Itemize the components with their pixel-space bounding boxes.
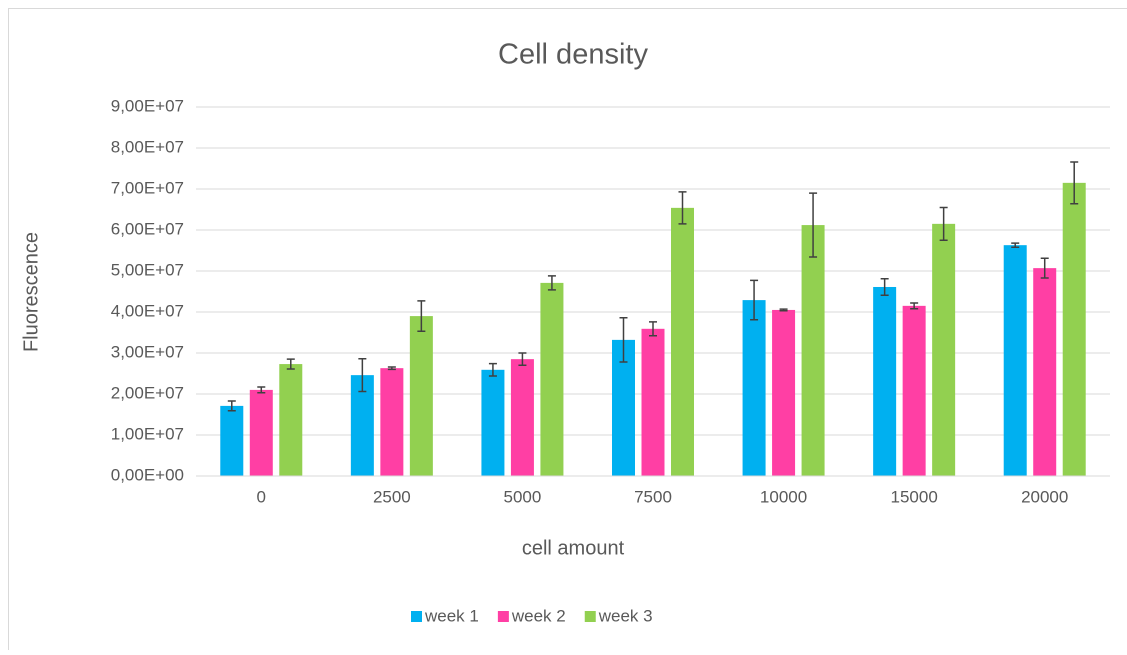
y-tick-label: 5,00E+07 bbox=[111, 260, 184, 279]
bar bbox=[410, 316, 433, 476]
bar bbox=[540, 283, 563, 476]
bar bbox=[481, 370, 504, 476]
bar bbox=[772, 310, 795, 476]
y-tick-label: 8,00E+07 bbox=[111, 137, 184, 156]
legend-swatch bbox=[411, 611, 422, 622]
bar bbox=[380, 368, 403, 476]
x-tick-label: 15000 bbox=[891, 487, 938, 506]
bar bbox=[1033, 268, 1056, 476]
bar bbox=[873, 287, 896, 476]
y-tick-label: 4,00E+07 bbox=[111, 301, 184, 320]
legend-label: week 2 bbox=[511, 606, 566, 625]
bar bbox=[903, 306, 926, 476]
bar bbox=[279, 364, 302, 476]
y-tick-label: 7,00E+07 bbox=[111, 178, 184, 197]
bar bbox=[220, 406, 243, 476]
x-tick-label: 10000 bbox=[760, 487, 807, 506]
bar bbox=[671, 208, 694, 476]
y-tick-label: 0,00E+00 bbox=[111, 465, 184, 484]
y-tick-label: 1,00E+07 bbox=[111, 424, 184, 443]
bar bbox=[802, 225, 825, 476]
chart-title: Cell density bbox=[498, 39, 648, 71]
bar bbox=[1063, 183, 1086, 476]
x-tick-label: 5000 bbox=[504, 487, 542, 506]
y-tick-label: 2,00E+07 bbox=[111, 383, 184, 402]
x-tick-label: 2500 bbox=[373, 487, 411, 506]
y-tick-label: 6,00E+07 bbox=[111, 219, 184, 238]
bar bbox=[743, 300, 766, 476]
x-tick-label: 20000 bbox=[1021, 487, 1068, 506]
bar bbox=[932, 224, 955, 476]
bar bbox=[642, 329, 665, 476]
y-tick-label: 9,00E+07 bbox=[111, 96, 184, 115]
legend-label: week 3 bbox=[598, 606, 653, 625]
x-axis-label: cell amount bbox=[522, 537, 625, 559]
x-tick-label: 7500 bbox=[634, 487, 672, 506]
legend-label: week 1 bbox=[424, 606, 479, 625]
bar bbox=[511, 359, 534, 476]
x-tick-label: 0 bbox=[257, 487, 266, 506]
legend-swatch bbox=[585, 611, 596, 622]
bar bbox=[1004, 245, 1027, 476]
y-tick-label: 3,00E+07 bbox=[111, 342, 184, 361]
bar bbox=[250, 390, 273, 476]
legend-swatch bbox=[498, 611, 509, 622]
y-axis-label: Fluorescence bbox=[20, 232, 42, 352]
